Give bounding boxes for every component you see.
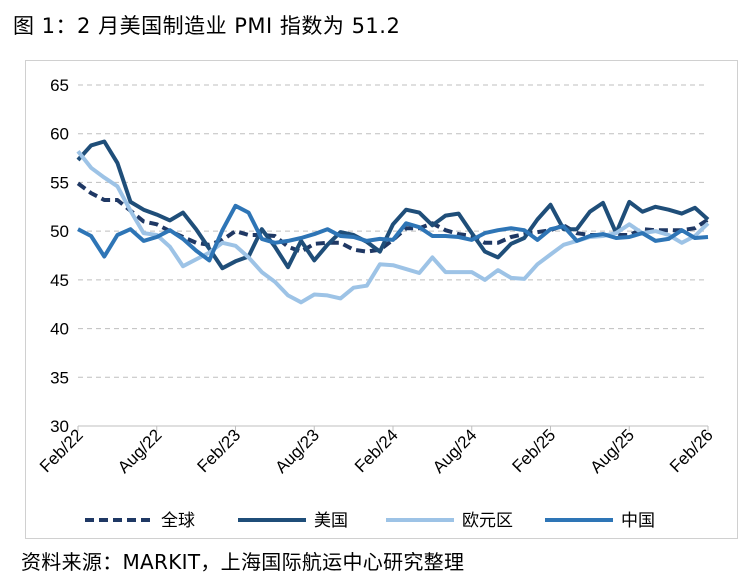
x-tick-label: Aug/25 xyxy=(587,425,639,477)
y-tick-label: 35 xyxy=(50,368,69,387)
y-tick-label: 40 xyxy=(50,320,69,339)
y-tick-label: 55 xyxy=(50,173,69,192)
series-line xyxy=(77,203,709,263)
x-tick-label: Aug/24 xyxy=(429,425,481,477)
y-tick-label: 45 xyxy=(50,271,69,290)
y-tick-label: 65 xyxy=(50,76,69,95)
figure-title: 图 1：2 月美国制造业 PMI 指数为 51.2 xyxy=(13,14,401,38)
source-note: 资料来源：MARKIT，上海国际航运中心研究整理 xyxy=(21,550,465,574)
y-tick-label: 60 xyxy=(50,125,69,144)
x-tick-label: Feb/23 xyxy=(193,425,244,476)
x-tick-label: Feb/26 xyxy=(666,425,717,476)
x-tick-label: Feb/24 xyxy=(351,425,402,476)
legend-label: 欧元区 xyxy=(462,511,513,530)
legend-label: 中国 xyxy=(621,511,655,530)
x-tick-label: Aug/22 xyxy=(114,425,166,477)
x-tick-label: Aug/23 xyxy=(272,425,324,477)
x-tick-label: Feb/25 xyxy=(508,425,559,476)
legend-label: 全球 xyxy=(161,511,195,530)
y-tick-label: 30 xyxy=(50,417,69,436)
y-tick-label: 50 xyxy=(50,222,69,241)
legend-label: 美国 xyxy=(314,511,348,530)
series-line xyxy=(76,139,710,271)
chart-frame xyxy=(25,60,738,539)
